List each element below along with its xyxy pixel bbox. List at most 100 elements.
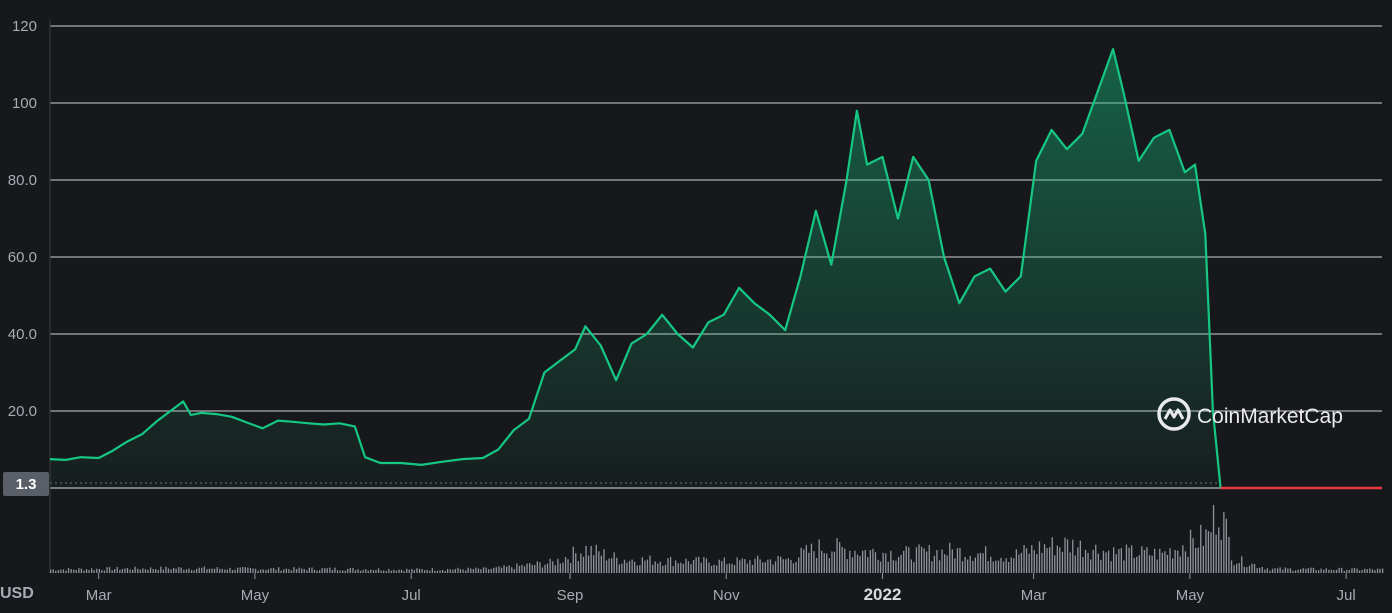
volume-bar: [157, 570, 159, 573]
x-tick-label: May: [1176, 587, 1205, 604]
volume-bar: [1082, 557, 1084, 573]
volume-bar: [723, 557, 725, 573]
volume-bar: [1015, 549, 1017, 573]
volume-bar: [818, 539, 820, 573]
volume-bar: [1156, 559, 1158, 573]
volume-bar: [349, 567, 351, 573]
volume-bars: [50, 505, 1384, 573]
volume-bar: [429, 570, 431, 573]
volume-bar: [987, 561, 989, 573]
volume-bar: [347, 568, 349, 573]
volume-bar: [1131, 545, 1133, 573]
volume-bar: [1020, 552, 1023, 573]
volume-bar: [698, 556, 700, 573]
volume-bar: [408, 569, 410, 573]
volume-bar: [1335, 569, 1338, 573]
volume-bar: [1192, 538, 1194, 573]
y-tick-label: 40.0: [8, 326, 37, 343]
volume-bar: [1107, 550, 1110, 573]
volume-bar: [1005, 558, 1007, 573]
volume-bar: [311, 567, 313, 573]
y-tick-label: 80.0: [8, 172, 37, 189]
volume-bar: [985, 546, 987, 573]
volume-bar: [1084, 550, 1087, 573]
volume-bar: [370, 569, 372, 573]
volume-bar: [967, 559, 969, 573]
volume-bar: [920, 546, 923, 573]
volume-bar: [1202, 545, 1204, 573]
volume-bar: [757, 555, 759, 573]
volume-bar: [293, 567, 295, 573]
volume-bar: [1325, 568, 1327, 573]
volume-bar: [892, 560, 894, 573]
volume-bar: [485, 567, 487, 573]
volume-bar: [306, 570, 308, 573]
volume-bar: [1302, 568, 1304, 573]
volume-bar: [882, 552, 884, 573]
x-tick-label: Mar: [1021, 587, 1047, 604]
volume-bar: [1328, 569, 1330, 573]
volume-bar: [431, 568, 433, 573]
volume-bar: [810, 543, 813, 573]
volume-bar: [329, 567, 331, 573]
volume-bar: [608, 558, 610, 573]
volume-bar: [1002, 561, 1005, 573]
volume-bar: [526, 563, 528, 573]
volume-bar: [70, 569, 72, 573]
volume-bar: [564, 557, 567, 573]
volume-bar: [165, 566, 167, 573]
volume-bar: [280, 570, 282, 573]
volume-bar: [1205, 529, 1207, 573]
volume-bar: [849, 550, 851, 573]
volume-bar: [344, 570, 346, 573]
volume-bar: [1346, 570, 1348, 573]
volume-bar: [839, 542, 841, 573]
volume-bar: [354, 570, 357, 573]
volume-bar: [444, 570, 446, 573]
volume-bar: [108, 567, 111, 573]
volume-bar: [139, 569, 141, 573]
volume-bar: [1251, 563, 1253, 573]
volume-bar: [1348, 570, 1350, 573]
volume-bar: [733, 565, 736, 573]
volume-bar: [75, 570, 77, 573]
volume-bar: [826, 553, 828, 573]
volume-bar: [185, 569, 188, 573]
volume-bar: [992, 561, 994, 573]
volume-bar: [221, 568, 223, 573]
volume-bar: [1066, 539, 1069, 573]
volume-bar: [503, 565, 505, 573]
volume-bar: [1223, 512, 1225, 573]
volume-bar: [1320, 568, 1322, 573]
volume-bar: [918, 544, 920, 573]
volume-bar: [844, 548, 846, 573]
volume-bar: [1382, 568, 1384, 573]
volume-bar: [974, 557, 976, 573]
volume-bar: [815, 558, 818, 573]
volume-bar: [1154, 548, 1156, 573]
volume-bar: [1236, 563, 1238, 573]
volume-bar: [511, 567, 513, 573]
volume-bar: [631, 559, 633, 573]
volume-bar: [1374, 570, 1376, 573]
volume-bar: [567, 559, 569, 573]
volume-bar: [926, 551, 928, 573]
x-tick-label: 2022: [864, 585, 902, 604]
volume-bar: [249, 568, 252, 573]
volume-bar: [1061, 551, 1064, 573]
volume-bar: [628, 560, 631, 573]
volume-bar: [1364, 568, 1366, 573]
volume-bar: [621, 563, 623, 573]
volume-bar: [956, 548, 959, 573]
current-price-badge: 1.3: [3, 472, 49, 496]
x-axis: Mar May Jul Sep Nov 2022 Mar May Jul: [86, 573, 1356, 604]
volume-bar: [301, 568, 303, 573]
volume-bar: [972, 560, 974, 573]
volume-bar: [703, 557, 705, 573]
volume-bar: [73, 569, 75, 573]
volume-bar: [1128, 547, 1130, 573]
y-axis: 120 100 80.0 60.0 40.0 20.0: [8, 18, 37, 420]
volume-bar: [600, 555, 602, 573]
volume-bar: [1376, 568, 1379, 573]
volume-bar: [1289, 568, 1292, 573]
